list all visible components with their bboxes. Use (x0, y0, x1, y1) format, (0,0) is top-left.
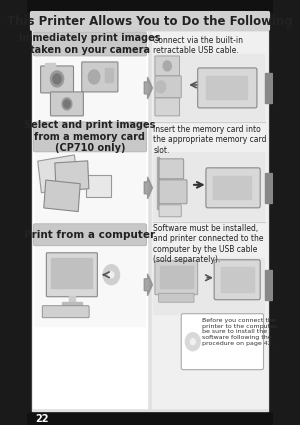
FancyBboxPatch shape (159, 180, 187, 204)
FancyBboxPatch shape (155, 56, 180, 76)
Circle shape (190, 339, 195, 345)
Circle shape (64, 100, 70, 108)
Polygon shape (44, 180, 80, 212)
Text: Before you connect the
printer to the computer,
be sure to install the
software : Before you connect the printer to the co… (202, 318, 278, 346)
Bar (33, 32, 147, 408)
Bar (265, 73, 272, 103)
FancyBboxPatch shape (206, 168, 260, 208)
Bar (160, 266, 193, 288)
FancyBboxPatch shape (30, 11, 270, 31)
Bar (153, 258, 263, 314)
Bar (105, 68, 113, 82)
Circle shape (62, 98, 72, 110)
Bar (153, 54, 263, 120)
Text: Insert the memory card into
the appropriate memory card
slot.: Insert the memory card into the appropri… (153, 125, 267, 155)
FancyBboxPatch shape (40, 66, 74, 93)
Circle shape (185, 333, 200, 351)
Circle shape (156, 81, 166, 93)
Bar (27, 0, 273, 12)
Circle shape (109, 272, 114, 278)
Bar (32, 30, 268, 411)
Bar (153, 152, 263, 220)
Bar (206, 76, 247, 99)
Text: Immediately print images
taken on your camera: Immediately print images taken on your c… (19, 33, 161, 55)
Bar (213, 176, 251, 199)
Bar (221, 267, 253, 292)
Bar (62, 302, 82, 305)
FancyBboxPatch shape (50, 92, 83, 116)
Bar (35, 55, 145, 120)
FancyBboxPatch shape (155, 98, 180, 116)
Circle shape (163, 61, 171, 71)
FancyBboxPatch shape (214, 260, 260, 300)
FancyBboxPatch shape (33, 32, 147, 56)
FancyBboxPatch shape (42, 306, 89, 318)
FancyBboxPatch shape (198, 68, 257, 108)
Bar (265, 270, 272, 300)
Bar (51, 258, 92, 288)
Bar (265, 173, 272, 203)
Circle shape (50, 71, 64, 87)
Text: This Printer Allows You to Do the Following: This Printer Allows You to Do the Follow… (7, 15, 293, 28)
Circle shape (53, 74, 61, 84)
FancyBboxPatch shape (33, 122, 147, 152)
Text: 22: 22 (35, 414, 48, 424)
FancyBboxPatch shape (33, 224, 147, 246)
Polygon shape (144, 177, 152, 199)
Polygon shape (144, 274, 152, 296)
Polygon shape (86, 175, 110, 197)
FancyBboxPatch shape (155, 261, 198, 295)
FancyBboxPatch shape (159, 293, 194, 302)
Circle shape (103, 265, 120, 285)
Bar (35, 152, 145, 222)
FancyBboxPatch shape (181, 314, 263, 370)
FancyBboxPatch shape (46, 253, 98, 297)
Bar (45, 63, 55, 68)
FancyBboxPatch shape (82, 62, 118, 92)
Text: Connect via the built-in
retractable USB cable.: Connect via the built-in retractable USB… (153, 36, 243, 55)
Polygon shape (144, 77, 152, 99)
Polygon shape (55, 161, 89, 191)
FancyBboxPatch shape (155, 76, 181, 98)
Polygon shape (38, 155, 78, 193)
Bar (157, 157, 159, 209)
FancyBboxPatch shape (159, 205, 181, 217)
Bar (69, 296, 75, 303)
Text: Select and print images
from a memory card
(CP710 only): Select and print images from a memory ca… (24, 120, 156, 153)
FancyBboxPatch shape (159, 159, 184, 179)
Bar (152, 32, 267, 408)
Bar (35, 246, 145, 326)
Circle shape (88, 70, 100, 84)
Text: Print from a computer: Print from a computer (24, 230, 155, 240)
Text: Software must be installed,
and printer connected to the
computer by the USB cab: Software must be installed, and printer … (153, 224, 264, 264)
Bar (27, 413, 273, 425)
